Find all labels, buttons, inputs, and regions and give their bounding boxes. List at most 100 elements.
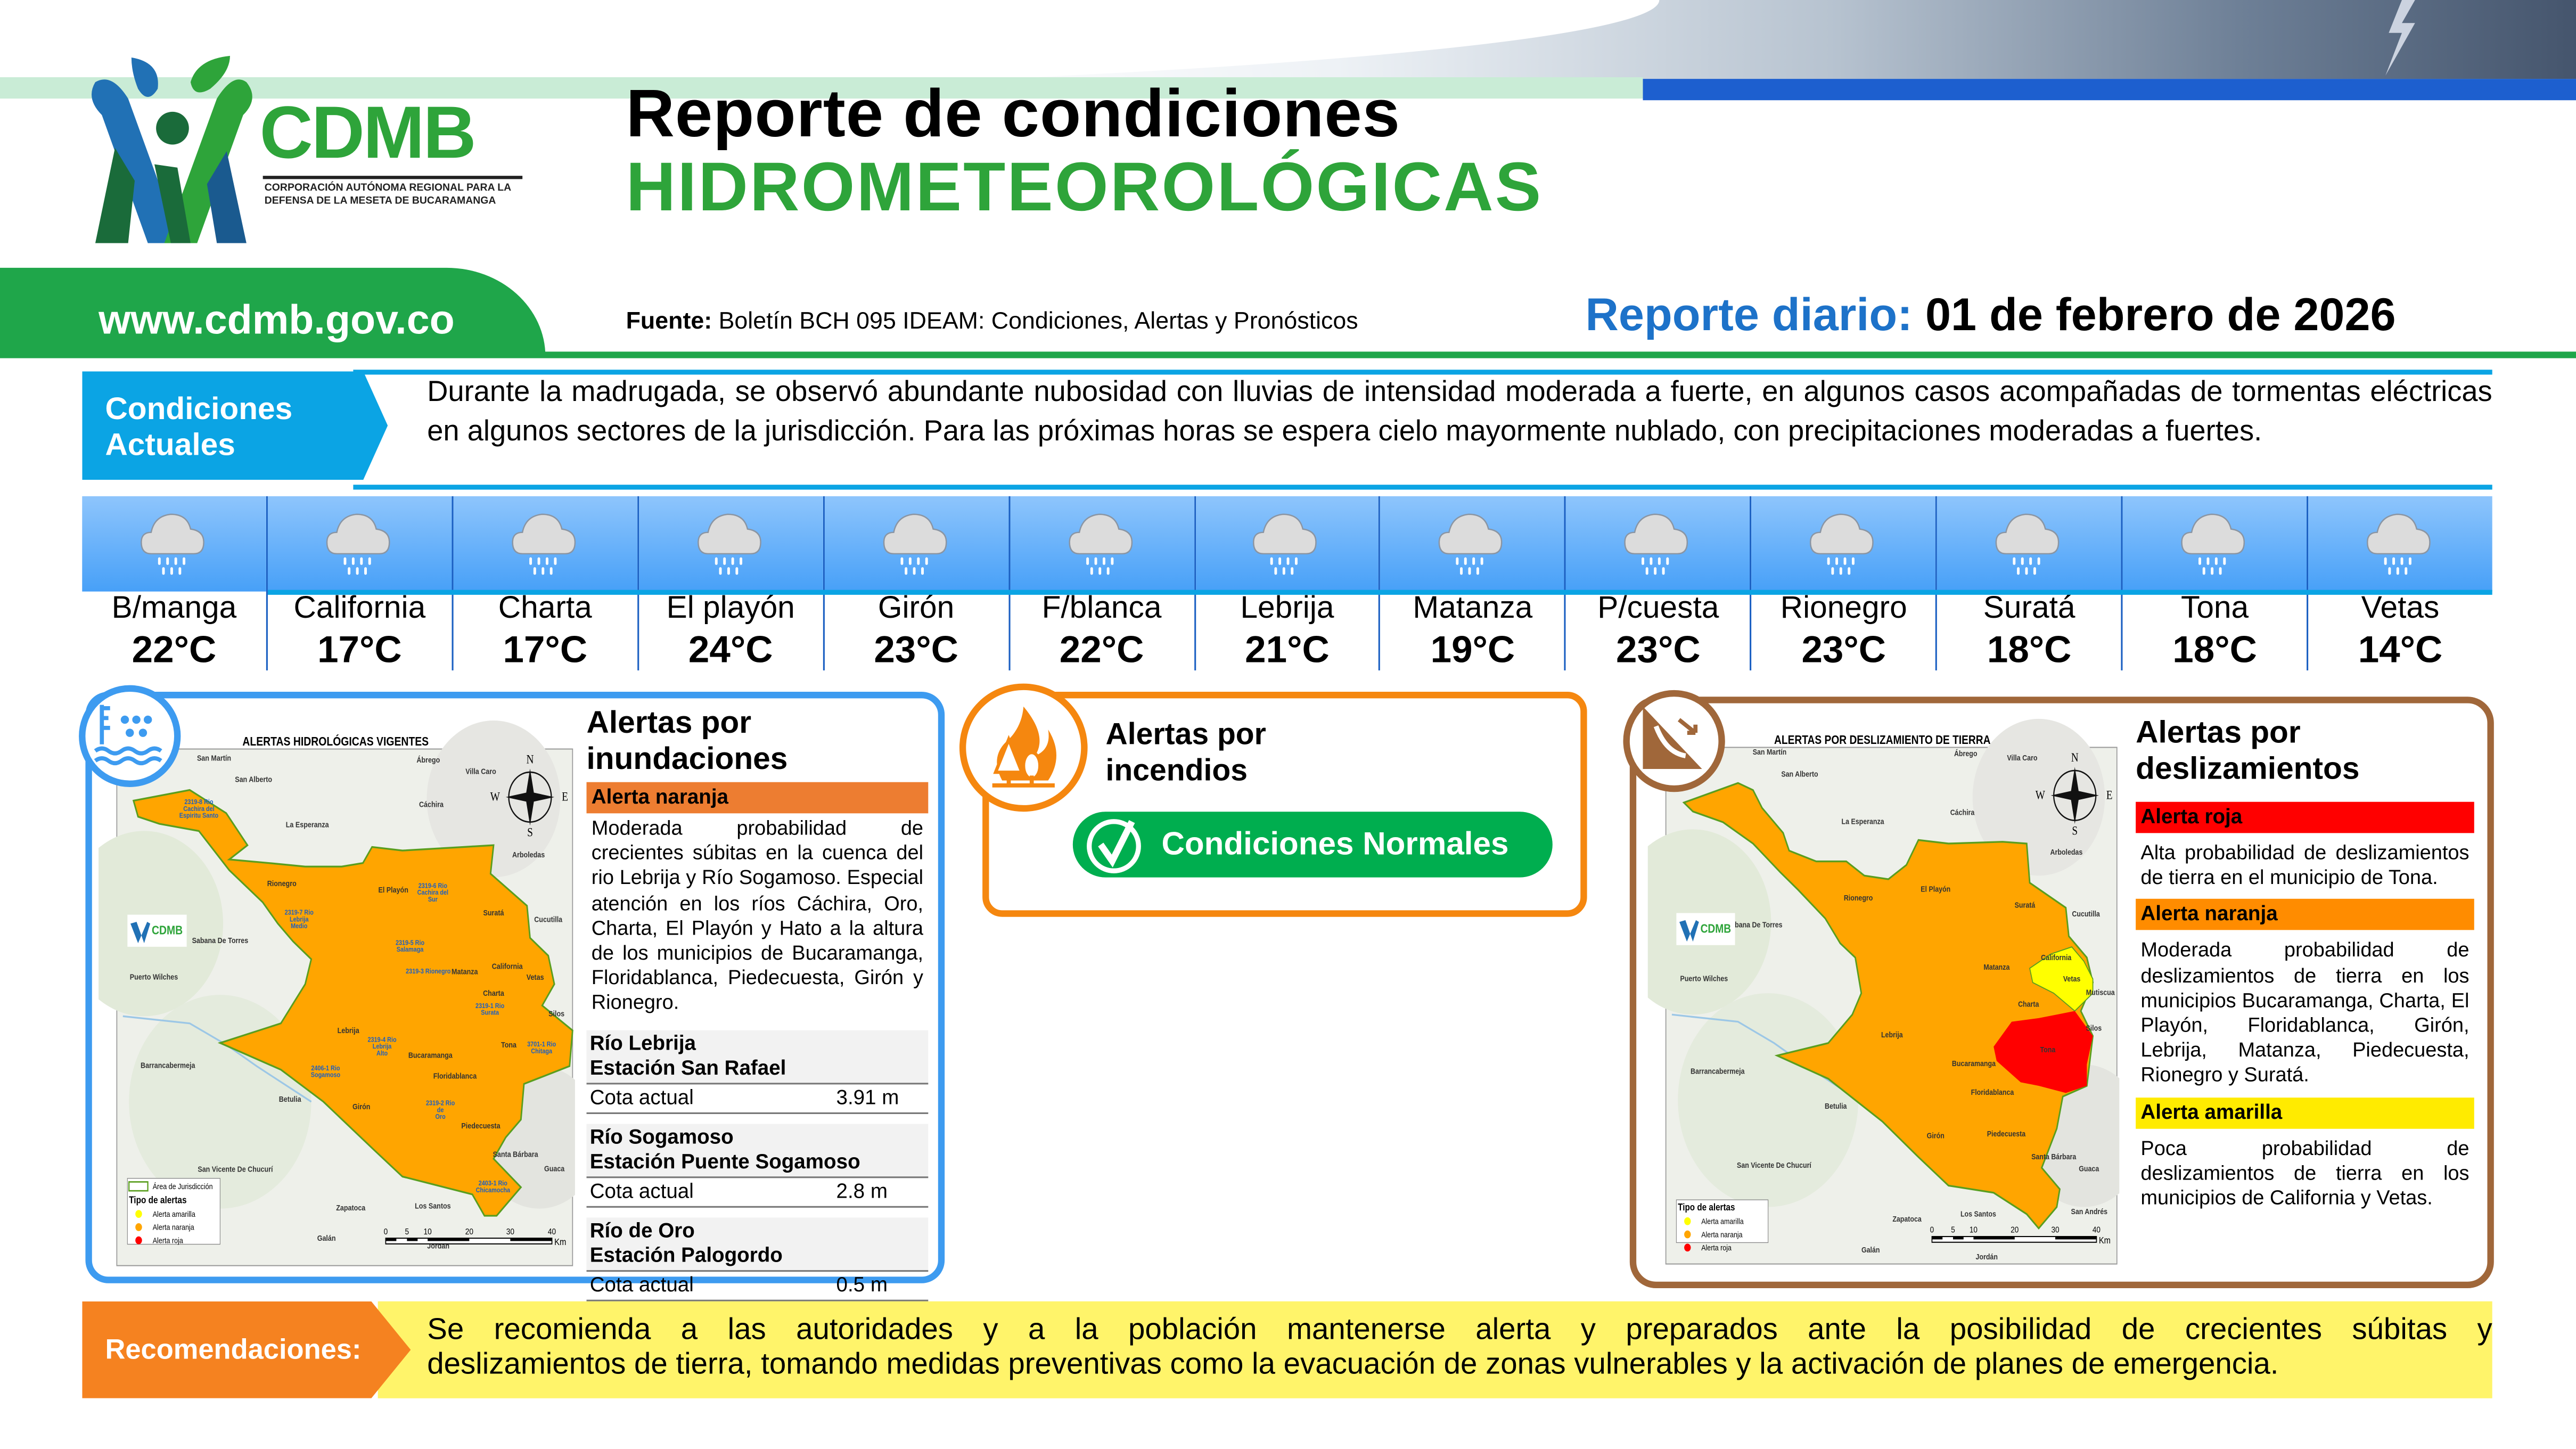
weather-temperature: 23°C: [1616, 627, 1701, 670]
weather-sky: [267, 496, 452, 592]
report-date: 01 de febrero de 2026: [1925, 289, 2396, 340]
logo-divider: [262, 176, 523, 178]
website-link[interactable]: www.cdmb.gov.co: [0, 267, 546, 357]
legend-item-label: Alerta amarilla: [153, 1210, 195, 1218]
floods-map: 2319-8 Rio Cachira del Espiritu Santo 2319-…: [99, 710, 575, 1268]
scale-tick-label: 30: [2051, 1226, 2059, 1235]
map-river-label: 2319-1 Rio Surata: [475, 1002, 504, 1017]
floods-title: Alertas por inundaciones: [587, 707, 929, 779]
source-label: Fuente:: [626, 309, 712, 335]
weather-sky: [1381, 496, 1565, 592]
station-level-label: Cota actual: [589, 1179, 694, 1202]
map-place-label: Bucaramanga: [408, 1051, 453, 1060]
map-place-label: Barrancabermeja: [1691, 1067, 1745, 1075]
map-place-label: Vetas: [527, 973, 544, 981]
map-place-label: Floridablanca: [433, 1071, 477, 1080]
map-place-label: El Playón: [1921, 885, 1950, 893]
fires-title-line1: Alertas por: [1105, 716, 1266, 751]
station-river: Río de Oro: [589, 1218, 695, 1242]
rain-cloud-icon: [2181, 513, 2245, 575]
landslide-alert-badge: Alerta roja: [2136, 801, 2474, 833]
legend-swatch: [1684, 1230, 1691, 1239]
weather-temperature: 14°C: [2358, 627, 2443, 670]
lightning-icon: [2385, 0, 2415, 76]
map-place-label: Girón: [1927, 1131, 1945, 1140]
map-place-label: Matanza: [452, 967, 478, 976]
rain-cloud-icon: [882, 513, 947, 575]
rain-cloud-icon: [1625, 513, 1689, 575]
landslides-title: Alertas por deslizamientos: [2136, 716, 2474, 789]
map-place-label: Cáchira: [1950, 808, 1975, 817]
weather-cell: Girón 23°C: [824, 496, 1010, 670]
compass-rose-icon: N S E W: [490, 752, 568, 839]
map-river-label: 2319-5 Rio Salamaga: [396, 939, 424, 954]
map-river-label: 2406-1 Rio Sogamoso: [311, 1064, 340, 1079]
report-subtitle: HIDROMETEOROLÓGICAS: [626, 148, 1543, 225]
weather-town: El playón: [666, 591, 795, 626]
scale-tick-label: 20: [465, 1227, 473, 1237]
forest-fire-icon: [992, 706, 1056, 788]
scale-tick-label: 20: [2011, 1226, 2019, 1235]
source-text: Boletín BCH 095 IDEAM: Condiciones, Aler…: [718, 309, 1358, 335]
fire-icon-badge: [959, 683, 1088, 812]
weather-temperature: 23°C: [874, 627, 958, 670]
rain-cloud-icon: [140, 513, 204, 575]
compass-letter: E: [2106, 788, 2113, 802]
header-green-strip: [0, 77, 1643, 99]
recommendations-background: [378, 1301, 2492, 1398]
rain-cloud-icon: [511, 513, 576, 575]
weather-temperature: 18°C: [1987, 627, 2072, 670]
weather-cell: El playón 24°C: [638, 496, 824, 670]
legend-item-label: Alerta roja: [1701, 1243, 1732, 1252]
current-label-line2: Actuales: [105, 429, 235, 464]
weather-cell: F/blanca 22°C: [1010, 496, 1195, 670]
fires-status-badge: Condiciones Normales: [1072, 812, 1553, 878]
compass-letter: S: [2072, 824, 2078, 838]
weather-temperature: 23°C: [1801, 627, 1886, 670]
report-title: Reporte de condiciones: [626, 75, 1400, 151]
legend-swatch: [135, 1210, 142, 1218]
map-place-label: Cucutilla: [2072, 910, 2100, 918]
map-place-label: Santa Bárbara: [2031, 1152, 2077, 1161]
current-label-line1: Condiciones: [105, 392, 293, 428]
map-place-label: Charta: [2018, 1000, 2039, 1009]
weather-sky: [82, 496, 266, 592]
map-river-label: 2403-1 Rio Chicamocha: [476, 1179, 511, 1194]
station-level-label: Cota actual: [589, 1273, 694, 1296]
weather-cell: Rionegro 23°C: [1752, 496, 1938, 670]
weather-sky: [1752, 496, 1936, 592]
landslide-icon: [1643, 706, 1702, 769]
logo-acronym: CDMB: [259, 90, 477, 175]
map-place-label: Arboledas: [2050, 848, 2083, 856]
flood-icon-badge: [79, 685, 181, 787]
map-place-label: Lebrija: [338, 1026, 359, 1035]
map-terrain: [1678, 993, 1859, 1207]
map-place-label: California: [492, 962, 523, 970]
compass-letter: W: [490, 790, 500, 804]
map-place-label: Cáchira: [419, 800, 444, 809]
rain-cloud-icon: [2367, 513, 2431, 575]
map-place-label: San Martín: [1753, 748, 1786, 756]
weather-temperature: 21°C: [1245, 627, 1330, 670]
scale-tick-label: 5: [1951, 1226, 1955, 1235]
scale-tick-label: 0: [1930, 1226, 1934, 1235]
weather-cell: California 17°C: [267, 496, 454, 670]
floods-title-line2: inundaciones: [586, 742, 788, 777]
station-header: Río de Oro Estación Palogordo: [586, 1217, 929, 1272]
map-place-label: Cucutilla: [534, 915, 562, 924]
weather-cell: Lebrija 21°C: [1195, 496, 1381, 670]
map-place-label: La Esperanza: [1842, 817, 1884, 825]
weather-cell: Suratá 18°C: [1937, 496, 2123, 670]
map-place-label: San Alberto: [235, 775, 272, 784]
logo-fullname: CORPORACIÓN AUTÓNOMA REGIONAL PARA LA DE…: [265, 182, 511, 207]
map-place-label: Zapatoca: [336, 1204, 365, 1212]
weather-divider-line: [267, 590, 2492, 595]
weather-cell: Charta 17°C: [453, 496, 639, 670]
red-alert-area: [1993, 1011, 2093, 1093]
jurisdiction-area: [1682, 782, 2094, 1230]
station-header: Río Lebrija Estación San Rafael: [586, 1029, 929, 1084]
weather-forecast-row: B/manga 22°C California 17°C Charta 17°C El pl…: [82, 496, 2492, 670]
jurisdiction-area: [132, 789, 573, 1217]
legend-swatch: [135, 1236, 142, 1245]
